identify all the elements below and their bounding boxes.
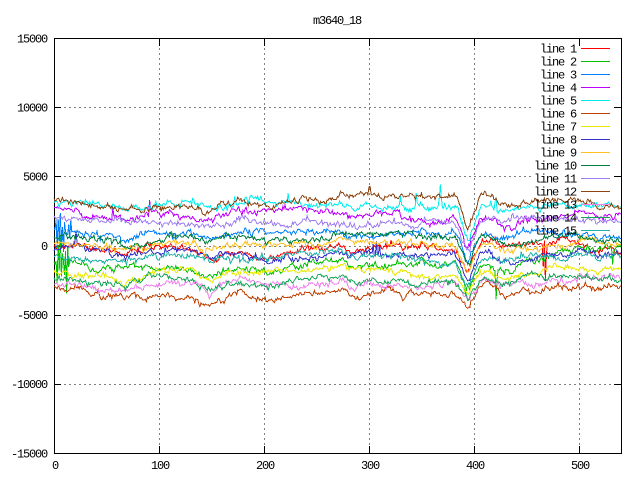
svg-text:line 9: line 9 [540, 146, 577, 160]
svg-text:line 2: line 2 [540, 55, 577, 69]
svg-text:-10000: -10000 [11, 378, 48, 392]
svg-text:line 8: line 8 [540, 133, 577, 147]
svg-text:line 6: line 6 [540, 107, 577, 121]
svg-text:500: 500 [571, 459, 590, 473]
svg-text:100: 100 [151, 459, 170, 473]
svg-text:line 10: line 10 [534, 159, 577, 173]
svg-text:300: 300 [361, 459, 380, 473]
svg-text:line 13: line 13 [534, 198, 577, 212]
svg-text:400: 400 [466, 459, 485, 473]
svg-text:200: 200 [256, 459, 275, 473]
svg-text:0: 0 [52, 459, 59, 473]
svg-text:line 12: line 12 [534, 185, 577, 199]
svg-text:line 5: line 5 [540, 94, 577, 108]
svg-text:line 1: line 1 [540, 42, 577, 56]
svg-text:10000: 10000 [17, 102, 48, 116]
svg-text:0: 0 [41, 240, 48, 254]
svg-text:line 11: line 11 [534, 172, 577, 186]
svg-text:m3640_18: m3640_18 [313, 14, 362, 28]
svg-text:5000: 5000 [23, 171, 48, 185]
svg-text:-15000: -15000 [11, 447, 48, 461]
svg-text:15000: 15000 [17, 32, 48, 46]
svg-text:line 3: line 3 [540, 68, 577, 82]
svg-text:line 4: line 4 [540, 81, 577, 95]
svg-text:-5000: -5000 [17, 309, 48, 323]
svg-text:line 15: line 15 [534, 224, 577, 238]
svg-text:line 14: line 14 [534, 211, 577, 225]
svg-text:line 7: line 7 [540, 120, 577, 134]
